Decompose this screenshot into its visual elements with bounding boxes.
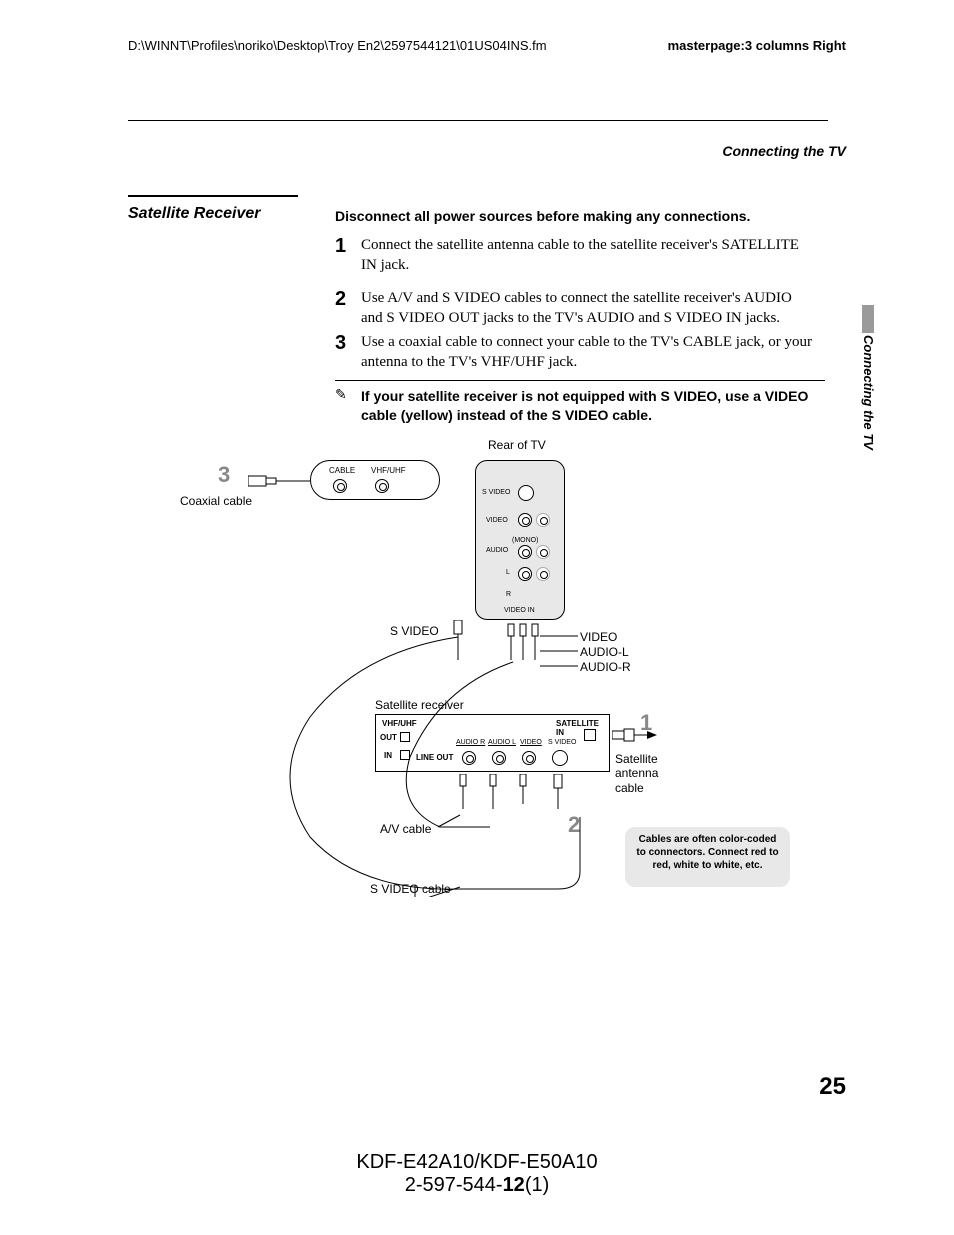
page-number: 25: [819, 1073, 846, 1101]
sat-in: IN: [384, 751, 392, 760]
panel-video: VIDEO: [486, 517, 508, 524]
sat-vhfuhf: VHF/UHF: [382, 719, 417, 728]
side-tab: [862, 305, 874, 333]
sat-out: OUT: [380, 733, 397, 742]
audio-l-label: AUDIO-L: [580, 645, 629, 659]
step-1: 1 Connect the satellite antenna cable to…: [335, 235, 825, 276]
chapter-header: Connecting the TV: [722, 143, 846, 159]
panel-video-in: VIDEO IN: [504, 607, 535, 614]
tv-video-panel: S VIDEO VIDEO (MONO) AUDIO L R VIDEO IN: [475, 460, 565, 620]
section-rule: [128, 195, 298, 197]
intro-text: Disconnect all power sources before maki…: [335, 208, 825, 224]
sat-antenna-cable-label: Satellite antenna cable: [615, 752, 685, 795]
satellite-receiver-box: VHF/UHF OUT IN LINE OUT AUDIO R AUDIO L …: [375, 714, 610, 772]
diagram-step-3: 3: [218, 462, 230, 488]
connection-diagram: Rear of TV 3 Coaxial cable CABLE VHF/UHF…: [180, 432, 820, 902]
note: ✎ If your satellite receiver is not equi…: [335, 380, 825, 425]
svideo-cable-label: S VIDEO cable: [370, 882, 451, 896]
sat-audior: AUDIO R: [456, 739, 485, 746]
sat-lineout: LINE OUT: [416, 753, 453, 762]
panel-audio: AUDIO: [486, 547, 508, 554]
sat-audiol: AUDIO L: [488, 739, 516, 746]
svideo-label: S VIDEO: [390, 624, 439, 638]
vhf-uhf-label: VHF/UHF: [371, 466, 406, 475]
step-1-text: Connect the satellite antenna cable to t…: [361, 235, 816, 276]
step-2-num: 2: [335, 288, 357, 311]
tip-callout: Cables are often color-coded to connecto…: [625, 827, 790, 887]
header-masterpage: masterpage:3 columns Right: [668, 38, 846, 53]
side-tab-label: Connecting the TV: [861, 335, 876, 450]
panel-mono: (MONO): [512, 537, 538, 544]
satellite-in-label: SATELLITE IN: [556, 719, 609, 737]
diagram-step-2: 2: [568, 812, 580, 838]
step-2-text: Use A/V and S VIDEO cables to connect th…: [361, 288, 816, 329]
step-1-num: 1: [335, 235, 357, 258]
top-rule: [128, 120, 828, 121]
step-3-text: Use a coaxial cable to connect your cabl…: [361, 332, 816, 373]
sat-video: VIDEO: [520, 739, 542, 746]
footer-doc: 2-597-544-12(1): [0, 1174, 954, 1197]
step-2: 2 Use A/V and S VIDEO cables to connect …: [335, 288, 825, 329]
rear-of-tv-label: Rear of TV: [488, 438, 546, 452]
panel-l: L: [506, 569, 510, 576]
panel-svideo: S VIDEO: [482, 489, 510, 496]
step-3-num: 3: [335, 332, 357, 355]
panel-r: R: [506, 591, 511, 598]
footer: KDF-E42A10/KDF-E50A10 2-597-544-12(1): [0, 1151, 954, 1197]
audio-r-label: AUDIO-R: [580, 660, 631, 674]
av-cable-label: A/V cable: [380, 822, 431, 836]
tv-cable-panel: CABLE VHF/UHF: [310, 460, 440, 500]
note-text: If your satellite receiver is not equipp…: [361, 387, 816, 425]
pencil-icon: ✎: [335, 387, 357, 404]
video-label: VIDEO: [580, 630, 617, 644]
sat-svideo: S VIDEO: [548, 739, 576, 746]
footer-model: KDF-E42A10/KDF-E50A10: [0, 1151, 954, 1174]
coaxial-cable-label: Coaxial cable: [180, 494, 252, 508]
satellite-receiver-label: Satellite receiver: [375, 698, 464, 712]
step-3: 3 Use a coaxial cable to connect your ca…: [335, 332, 825, 373]
cable-label: CABLE: [329, 466, 355, 475]
header-file-path: D:\WINNT\Profiles\noriko\Desktop\Troy En…: [128, 38, 547, 53]
section-title: Satellite Receiver: [128, 205, 261, 223]
